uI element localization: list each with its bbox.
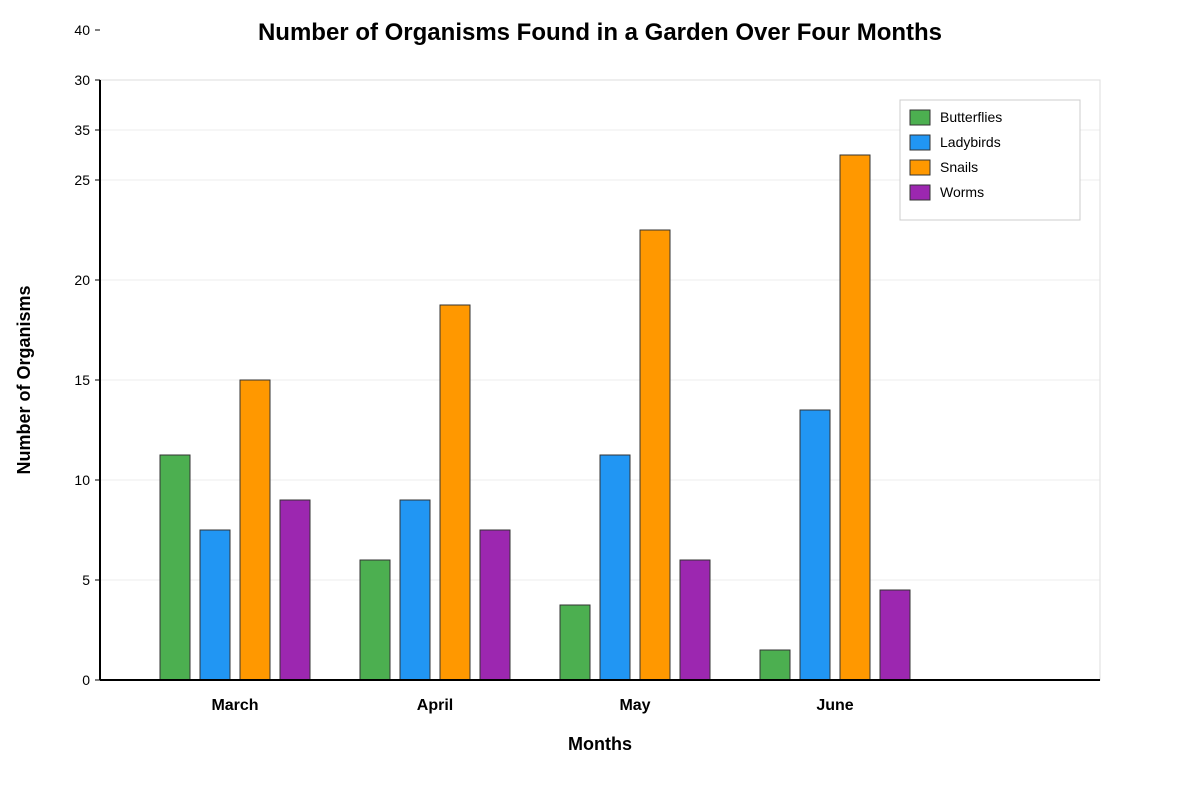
x-category-label: April (417, 697, 453, 714)
y-tick-label: 10 (74, 472, 90, 488)
bar-ladybirds-march (199, 529, 231, 681)
x-category-label: May (619, 697, 650, 714)
legend: Butterflies Ladybirds Snails Worms (899, 99, 1081, 221)
y-tick-label: 25 (74, 172, 90, 188)
bar-butterflies-june (759, 649, 791, 681)
bar-ladybirds-june (799, 409, 831, 681)
bar-worms-may (679, 559, 711, 681)
bar-ladybirds-april (399, 499, 431, 681)
bar-ladybirds-may (599, 454, 631, 681)
y-tick-label: 30 (74, 72, 90, 88)
y-axis-label: Number of Organisms (14, 285, 34, 474)
bar-snails-may (639, 229, 671, 681)
bar-snails-june (839, 154, 871, 681)
chart-title: Number of Organisms Found in a Garden Ov… (258, 19, 942, 46)
y-tick-label: 15 (74, 372, 90, 388)
y-tick-label: 5 (82, 572, 90, 588)
bar-butterflies-may (559, 604, 591, 681)
bar-butterflies-april (359, 559, 391, 681)
bar-butterflies-march (159, 454, 191, 681)
bars (159, 154, 911, 681)
bar-snails-april (439, 304, 471, 681)
legend-label-snails: Snails (940, 159, 978, 175)
legend-swatch-snails (909, 159, 931, 176)
y-tick-label: 35 (74, 122, 90, 138)
x-axis-label: Months (568, 734, 632, 754)
y-ticks: 0 5 10 15 20 25 35 30 40 (74, 22, 100, 688)
y-tick-label: 40 (74, 22, 90, 38)
bar-worms-march (279, 499, 311, 681)
legend-label-ladybirds: Ladybirds (940, 134, 1001, 150)
bar-worms-june (879, 589, 911, 681)
y-tick-label: 0 (82, 672, 90, 688)
y-tick-label: 20 (74, 272, 90, 288)
legend-swatch-worms (909, 184, 931, 201)
bar-snails-march (239, 379, 271, 681)
x-category-label: March (211, 697, 258, 714)
legend-swatch-butterflies (909, 109, 931, 126)
x-category-label: June (816, 697, 853, 714)
legend-label-worms: Worms (940, 184, 984, 200)
bar-worms-april (479, 529, 511, 681)
x-categories: March April May June (211, 697, 853, 714)
legend-label-butterflies: Butterflies (940, 109, 1002, 125)
legend-swatch-ladybirds (909, 134, 931, 151)
